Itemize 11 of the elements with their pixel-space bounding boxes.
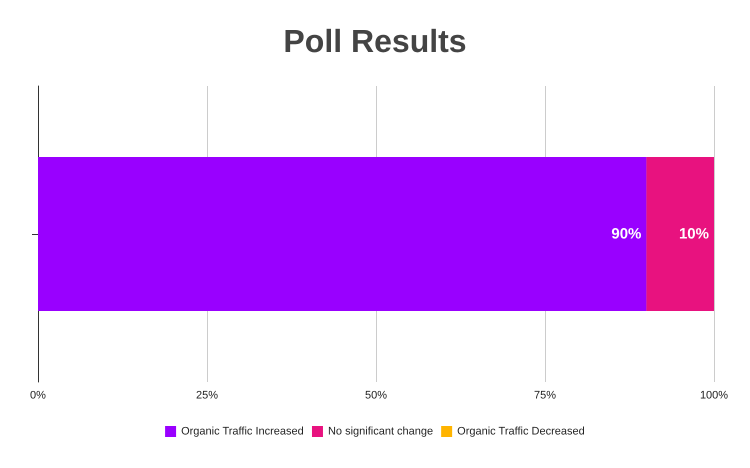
x-tick-label: 25% [196, 390, 218, 402]
x-tick-label: 50% [364, 390, 388, 402]
x-tick-label: 75% [534, 390, 556, 402]
data-label: 10% [678, 226, 709, 242]
x-tick-label: 0% [30, 390, 46, 402]
legend-label: Organic Traffic Decreased [457, 426, 585, 438]
legend-label: No significant change [328, 426, 434, 438]
chart-title: Poll Results [283, 23, 467, 59]
legend-label: Organic Traffic Increased [181, 426, 304, 438]
x-tick-label: 100% [700, 390, 728, 402]
data-label: 90% [611, 226, 642, 242]
